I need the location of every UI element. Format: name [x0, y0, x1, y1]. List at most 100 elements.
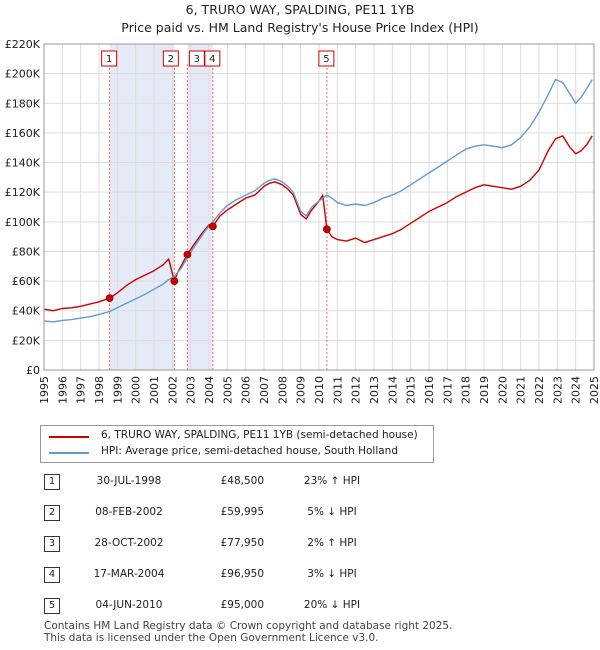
y-tick-label: £120K — [5, 186, 41, 199]
table-row: 5 04-JUN-2010 £95,000 20% ↓ HPI — [44, 596, 404, 616]
x-tick-label: 2002 — [166, 376, 179, 404]
legend-swatch-hpi — [49, 452, 89, 454]
y-tick-label: £40K — [12, 305, 41, 318]
x-tick-label: 2021 — [515, 376, 528, 404]
x-tick-label: 2011 — [331, 376, 344, 404]
sale-label-number: 2 — [168, 54, 174, 65]
sale-hpi-comparison: 20% ↓ HPI — [303, 599, 361, 611]
x-tick-label: 2020 — [496, 376, 509, 404]
x-tick-label: 2022 — [533, 376, 546, 404]
sale-price: £96,950 — [220, 568, 264, 580]
legend-swatch-price — [49, 436, 89, 438]
legend-label-price: 6, TRURO WAY, SPALDING, PE11 1YB (semi-d… — [101, 429, 418, 441]
x-tick-label: 2003 — [185, 376, 198, 404]
sale-label-number: 5 — [323, 54, 329, 65]
chart-subtitle: Price paid vs. HM Land Registry's House … — [121, 20, 479, 35]
sale-price: £95,000 — [220, 599, 264, 611]
sale-label-number: 1 — [106, 54, 112, 65]
y-tick-label: £0 — [26, 364, 40, 377]
sale-marker-lines — [109, 64, 328, 370]
chart-title: 6, TRURO WAY, SPALDING, PE11 1YB — [185, 2, 415, 17]
chart-legend: 6, TRURO WAY, SPALDING, PE11 1YB (semi-d… — [40, 425, 434, 463]
legend-label-hpi: HPI: Average price, semi-detached house,… — [101, 445, 398, 457]
footer-licence: This data is licensed under the Open Gov… — [44, 632, 379, 644]
table-row: 2 08-FEB-2002 £59,995 5% ↓ HPI — [44, 503, 404, 523]
x-tick-label: 2017 — [441, 376, 454, 404]
sale-point — [208, 222, 217, 231]
y-tick-label: £60K — [12, 275, 41, 288]
x-tick-label: 2010 — [313, 376, 326, 404]
x-tick-label: 2023 — [551, 376, 564, 404]
sale-hpi-comparison: 2% ↑ HPI — [307, 537, 357, 549]
sale-hpi-comparison: 23% ↑ HPI — [303, 475, 361, 487]
plot-frame — [43, 43, 595, 371]
x-tick-label: 2014 — [386, 376, 399, 404]
footer-note: Contains HM Land Registry data © Crown c… — [44, 620, 452, 644]
sale-price: £48,500 — [220, 475, 264, 487]
sale-hpi-comparison: 5% ↓ HPI — [307, 506, 357, 518]
x-tick-label: 2016 — [423, 376, 436, 404]
y-tick-label: £80K — [12, 245, 41, 258]
y-tick-label: £100K — [5, 216, 41, 229]
sale-hpi-comparison: 3% ↓ HPI — [307, 568, 357, 580]
sale-number: 2 — [44, 505, 60, 521]
x-tick-label: 1998 — [93, 376, 106, 404]
series-line-price — [43, 135, 593, 312]
sale-period-shading — [109, 44, 213, 370]
x-tick-label: 1999 — [111, 376, 124, 404]
sale-price: £59,995 — [220, 506, 264, 518]
y-tick-label: £160K — [5, 127, 41, 140]
sale-number: 5 — [44, 598, 60, 614]
sale-number: 4 — [44, 567, 60, 583]
x-tick-label: 2009 — [295, 376, 308, 404]
shade-band — [109, 44, 175, 370]
x-tick-label: 2018 — [460, 376, 473, 404]
sale-date: 17-MAR-2004 — [93, 568, 165, 580]
x-tick-label: 2005 — [221, 376, 234, 404]
x-tick-label: 2001 — [148, 376, 161, 404]
x-tick-label: 2024 — [570, 376, 583, 404]
table-row: 1 30-JUL-1998 £48,500 23% ↑ HPI — [44, 472, 404, 492]
x-tick-label: 1996 — [56, 376, 69, 404]
sale-price: £77,950 — [220, 537, 264, 549]
x-tick-label: 2012 — [350, 376, 363, 404]
series-line-hpi — [43, 78, 593, 323]
tick-labels: £0 £20K £40K £60K £80K £100K £120K £140K £160K £1… — [5, 38, 600, 404]
sale-point — [105, 294, 114, 303]
sale-points — [105, 222, 331, 303]
table-row: 3 28-OCT-2002 £77,950 2% ↑ HPI — [44, 534, 404, 554]
sale-point — [170, 277, 179, 285]
y-tick-label: £180K — [5, 97, 41, 110]
sale-point — [183, 250, 192, 259]
x-tick-label: 2025 — [588, 376, 600, 404]
x-tick-label: 2000 — [130, 376, 143, 404]
series-lines — [43, 78, 593, 323]
sale-label-box — [101, 50, 118, 67]
sale-label-number: 3 — [194, 54, 200, 65]
sale-number: 1 — [44, 474, 60, 490]
x-tick-label: 2019 — [478, 376, 491, 404]
sale-label-box — [318, 50, 335, 67]
x-tick-label: 2013 — [368, 376, 381, 404]
y-tick-label: £140K — [5, 157, 41, 170]
x-tick-label: 2006 — [240, 376, 253, 404]
x-tick-label: 2008 — [276, 376, 289, 404]
sale-point — [322, 225, 331, 234]
table-row: 4 17-MAR-2004 £96,950 3% ↓ HPI — [44, 565, 404, 585]
axes — [43, 43, 595, 371]
sale-date: 28-OCT-2002 — [94, 537, 164, 549]
sale-date: 04-JUN-2010 — [95, 599, 163, 611]
footer-copyright: Contains HM Land Registry data © Crown c… — [44, 620, 453, 632]
y-tick-label: £20K — [12, 334, 41, 347]
sale-label-box — [162, 50, 179, 67]
sale-date: 30-JUL-1998 — [96, 475, 162, 487]
x-tick-label: 2007 — [258, 376, 271, 404]
sale-number: 3 — [44, 536, 60, 552]
sale-label-box — [204, 50, 221, 67]
y-tick-label: £220K — [5, 38, 41, 51]
sale-label-number: 4 — [209, 54, 215, 65]
x-tick-label: 1995 — [38, 376, 51, 404]
x-tick-label: 1997 — [75, 376, 88, 404]
x-tick-label: 2015 — [405, 376, 418, 404]
